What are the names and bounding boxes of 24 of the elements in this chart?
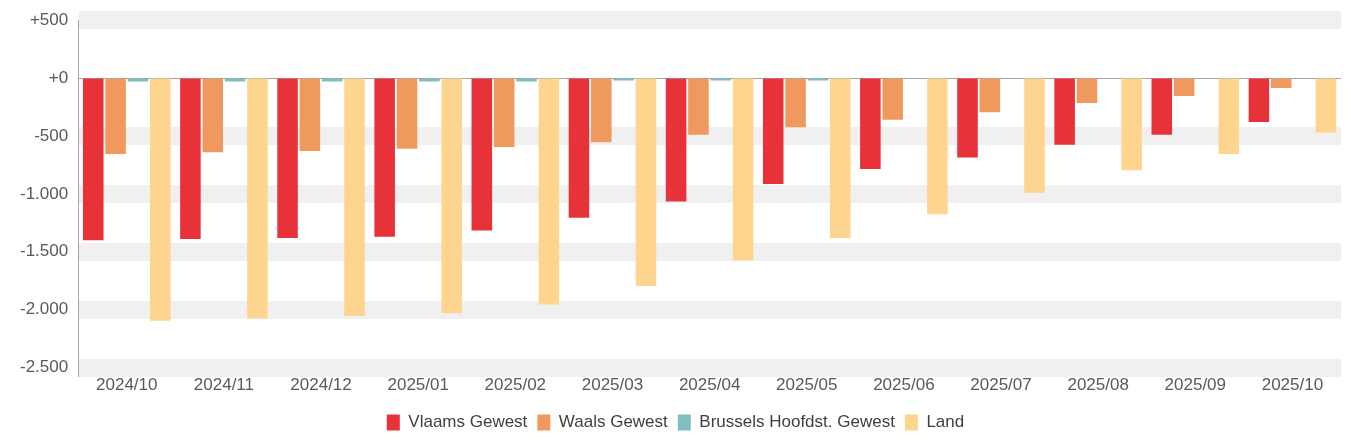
x-tick-label: 2025/05 (776, 375, 838, 395)
y-tick-label: -500 (34, 125, 69, 145)
legend-label: Land (926, 412, 965, 432)
x-tick-label: 2025/09 (1164, 375, 1227, 395)
y-tick-label: -1.000 (20, 183, 69, 203)
x-tick-label: 2025/10 (1261, 375, 1324, 395)
x-tick-label: 2025/08 (1067, 375, 1129, 395)
x-tick-label: 2024/12 (290, 375, 352, 395)
y-tick-label: -2.500 (20, 357, 69, 377)
y-tick-label: -1.500 (20, 241, 69, 261)
y-tick-label: +0 (48, 67, 69, 87)
x-tick-label: 2025/07 (970, 375, 1032, 395)
legend-label: Waals Gewest (558, 412, 669, 432)
x-tick-label: 2024/11 (193, 375, 255, 395)
x-tick-label: 2025/02 (484, 375, 547, 395)
x-tick-label: 2025/03 (581, 375, 644, 395)
x-tick-label: 2024/10 (96, 375, 158, 395)
x-tick-label: 2025/01 (387, 375, 449, 395)
x-tick-label: 2025/06 (873, 375, 935, 395)
legend-label: Brussels Hoofdst. Gewest (699, 412, 896, 432)
y-tick-label: -2.000 (20, 299, 69, 319)
y-tick-label: +500 (29, 9, 69, 29)
legend-label: Vlaams Gewest (408, 412, 528, 432)
x-tick-label: 2025/04 (678, 375, 741, 395)
